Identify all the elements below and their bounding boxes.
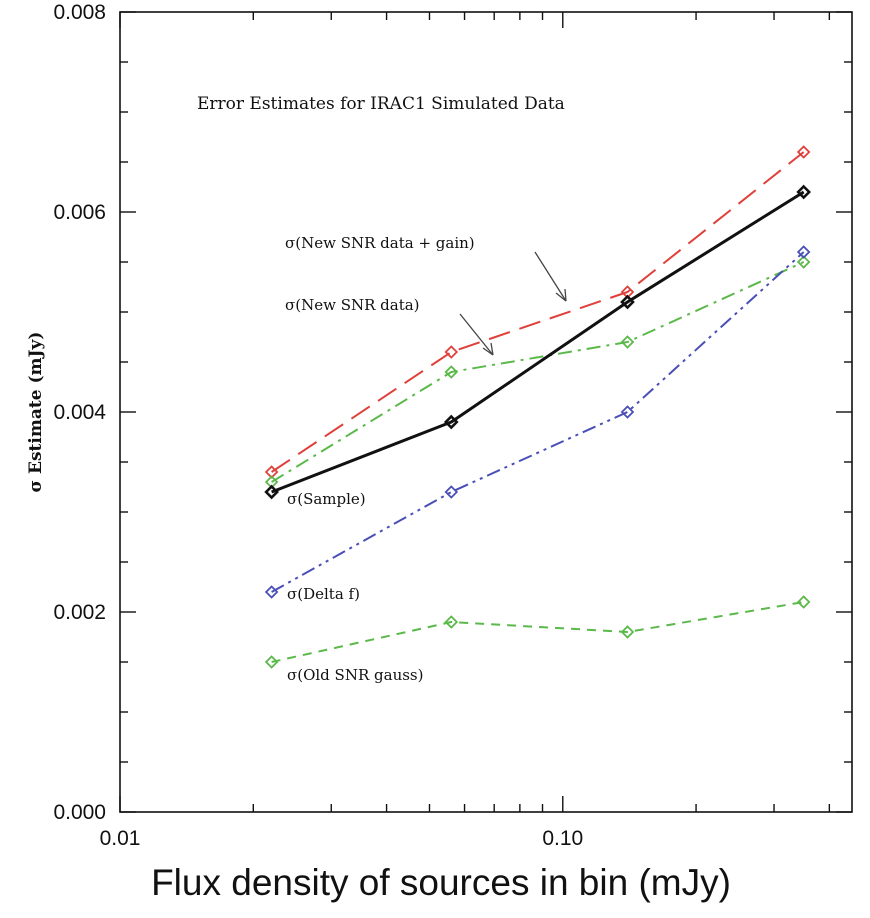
x-axis-label: Flux density of sources in bin (mJy) [151,862,731,903]
data-point-marker [620,405,635,419]
x-tick-label: 0.01 [100,827,141,850]
annotation-arrow-new-snr-data [459,313,494,356]
data-point-marker [796,184,812,200]
axis-tick-labels: 0.000 0.002 0.004 0.006 0.008 0.01 0.10 [53,1,583,850]
data-point-marker [443,414,459,430]
series-annotation: σ(New SNR data + gain) [285,234,475,252]
series-annotation: σ(Sample) [287,490,366,508]
plot-frame [119,11,853,813]
chart-title: Error Estimates for IRAC1 Simulated Data [197,94,565,114]
series-markers [264,145,812,669]
data-point-marker [620,335,635,349]
data-point-marker [444,615,459,629]
annotation-arrow-new-snr-data-gain [534,251,567,302]
x-tick-label: 0.10 [542,827,583,850]
series-annotation: σ(New SNR data) [285,296,420,314]
series-line-3 [271,251,805,593]
data-point-marker [444,345,459,359]
axis-ticks [119,11,852,813]
data-point-marker [796,245,811,259]
data-point-marker [620,294,635,310]
y-tick-label: 0.008 [53,1,106,24]
data-point-marker [444,365,459,379]
series-line-0 [271,151,805,473]
data-point-marker [264,655,279,669]
y-tick-label: 0.002 [53,601,106,624]
series-annotation: σ(Delta f) [287,585,360,603]
series-line-1 [271,261,805,483]
y-tick-label: 0.004 [53,401,106,424]
data-point-marker [796,595,811,609]
data-point-marker [264,484,279,500]
data-point-marker [796,145,811,159]
y-tick-label: 0.006 [53,201,106,224]
y-tick-label: 0.000 [53,801,106,824]
data-point-marker [264,585,279,599]
annotation-arrows [459,251,567,356]
data-point-marker [796,255,811,269]
series-line-2 [271,190,805,494]
data-point-marker [444,485,459,499]
annotation-arrow-head-new-snr-data [482,342,494,356]
series-lines [271,151,805,663]
y-axis-label: σ Estimate (mJy) [26,332,46,493]
data-point-marker [620,625,635,639]
series-annotation: σ(Old SNR gauss) [287,666,423,684]
series-line-4 [271,601,804,663]
series-annotations: σ(New SNR data + gain) σ(New SNR data) σ(S… [285,234,475,684]
annotation-arrow-head-new-snr-data-gain [555,288,567,302]
